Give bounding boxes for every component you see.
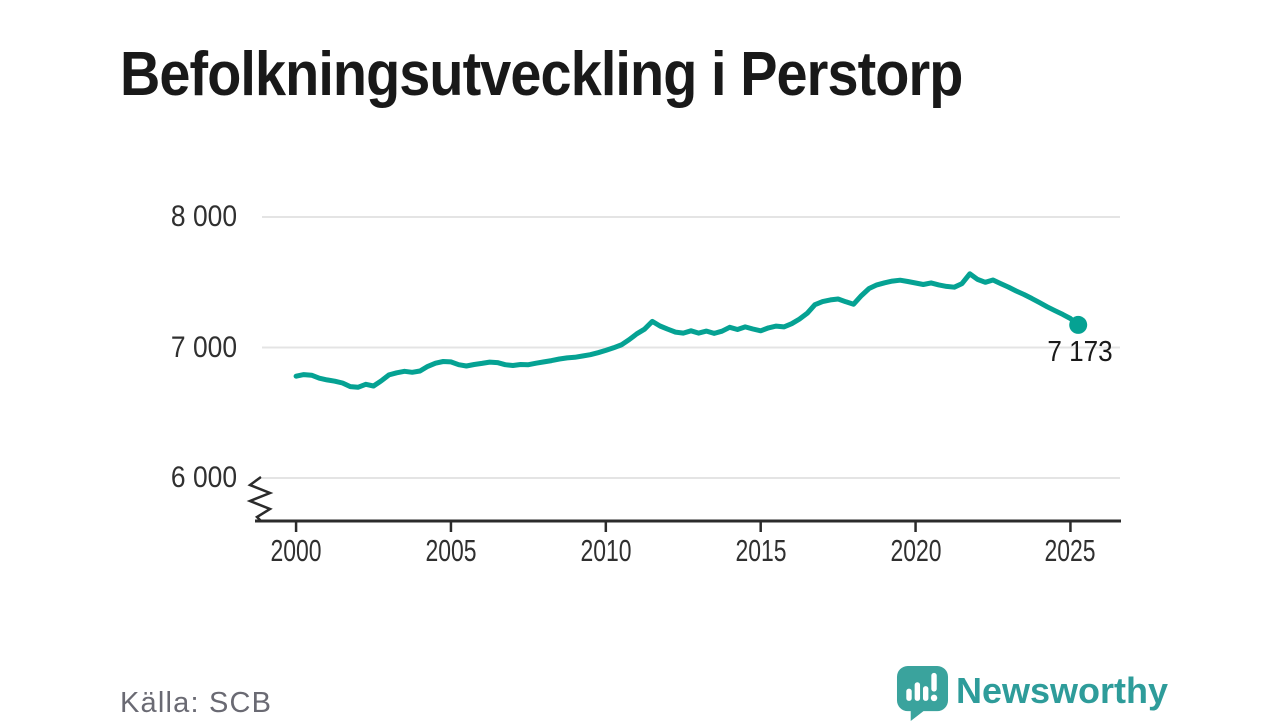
x-axis-tick-label-2015: 2015 (735, 533, 787, 568)
population-line-series (293, 271, 1081, 390)
x-axis-tick-label-2005: 2005 (425, 533, 477, 568)
x-axis-tick-label-2020: 2020 (890, 533, 942, 568)
y-axis-break-icon (246, 475, 274, 522)
speech-bubble-shape (896, 666, 949, 721)
latest-value-dot (1069, 315, 1088, 334)
page-title: Befolkningsutveckling i Perstorp (120, 39, 963, 109)
exclamation-bar-icon (931, 672, 937, 692)
brand-wordmark: Newsworthy (956, 670, 1169, 711)
x-axis-tick-label-2000: 2000 (270, 533, 322, 568)
bar-icon-2 (914, 682, 921, 701)
y-axis-tick-label-6000: 6 000 (170, 461, 237, 494)
latest-value-label: 7 173 (1047, 335, 1113, 368)
y-axis-tick-label-8000: 8 000 (170, 200, 237, 233)
y-axis-tick-label-7000: 7 000 (170, 330, 237, 364)
newsworthy-logo-icon (896, 666, 949, 721)
source-attribution: Källa: SCB (120, 687, 273, 719)
bar-icon-3 (922, 686, 929, 701)
x-axis-tick-label-2010: 2010 (580, 533, 632, 568)
exclamation-dot-icon (930, 694, 938, 702)
bar-icon-1 (906, 688, 912, 701)
x-axis-tick-label-2025: 2025 (1044, 533, 1096, 568)
